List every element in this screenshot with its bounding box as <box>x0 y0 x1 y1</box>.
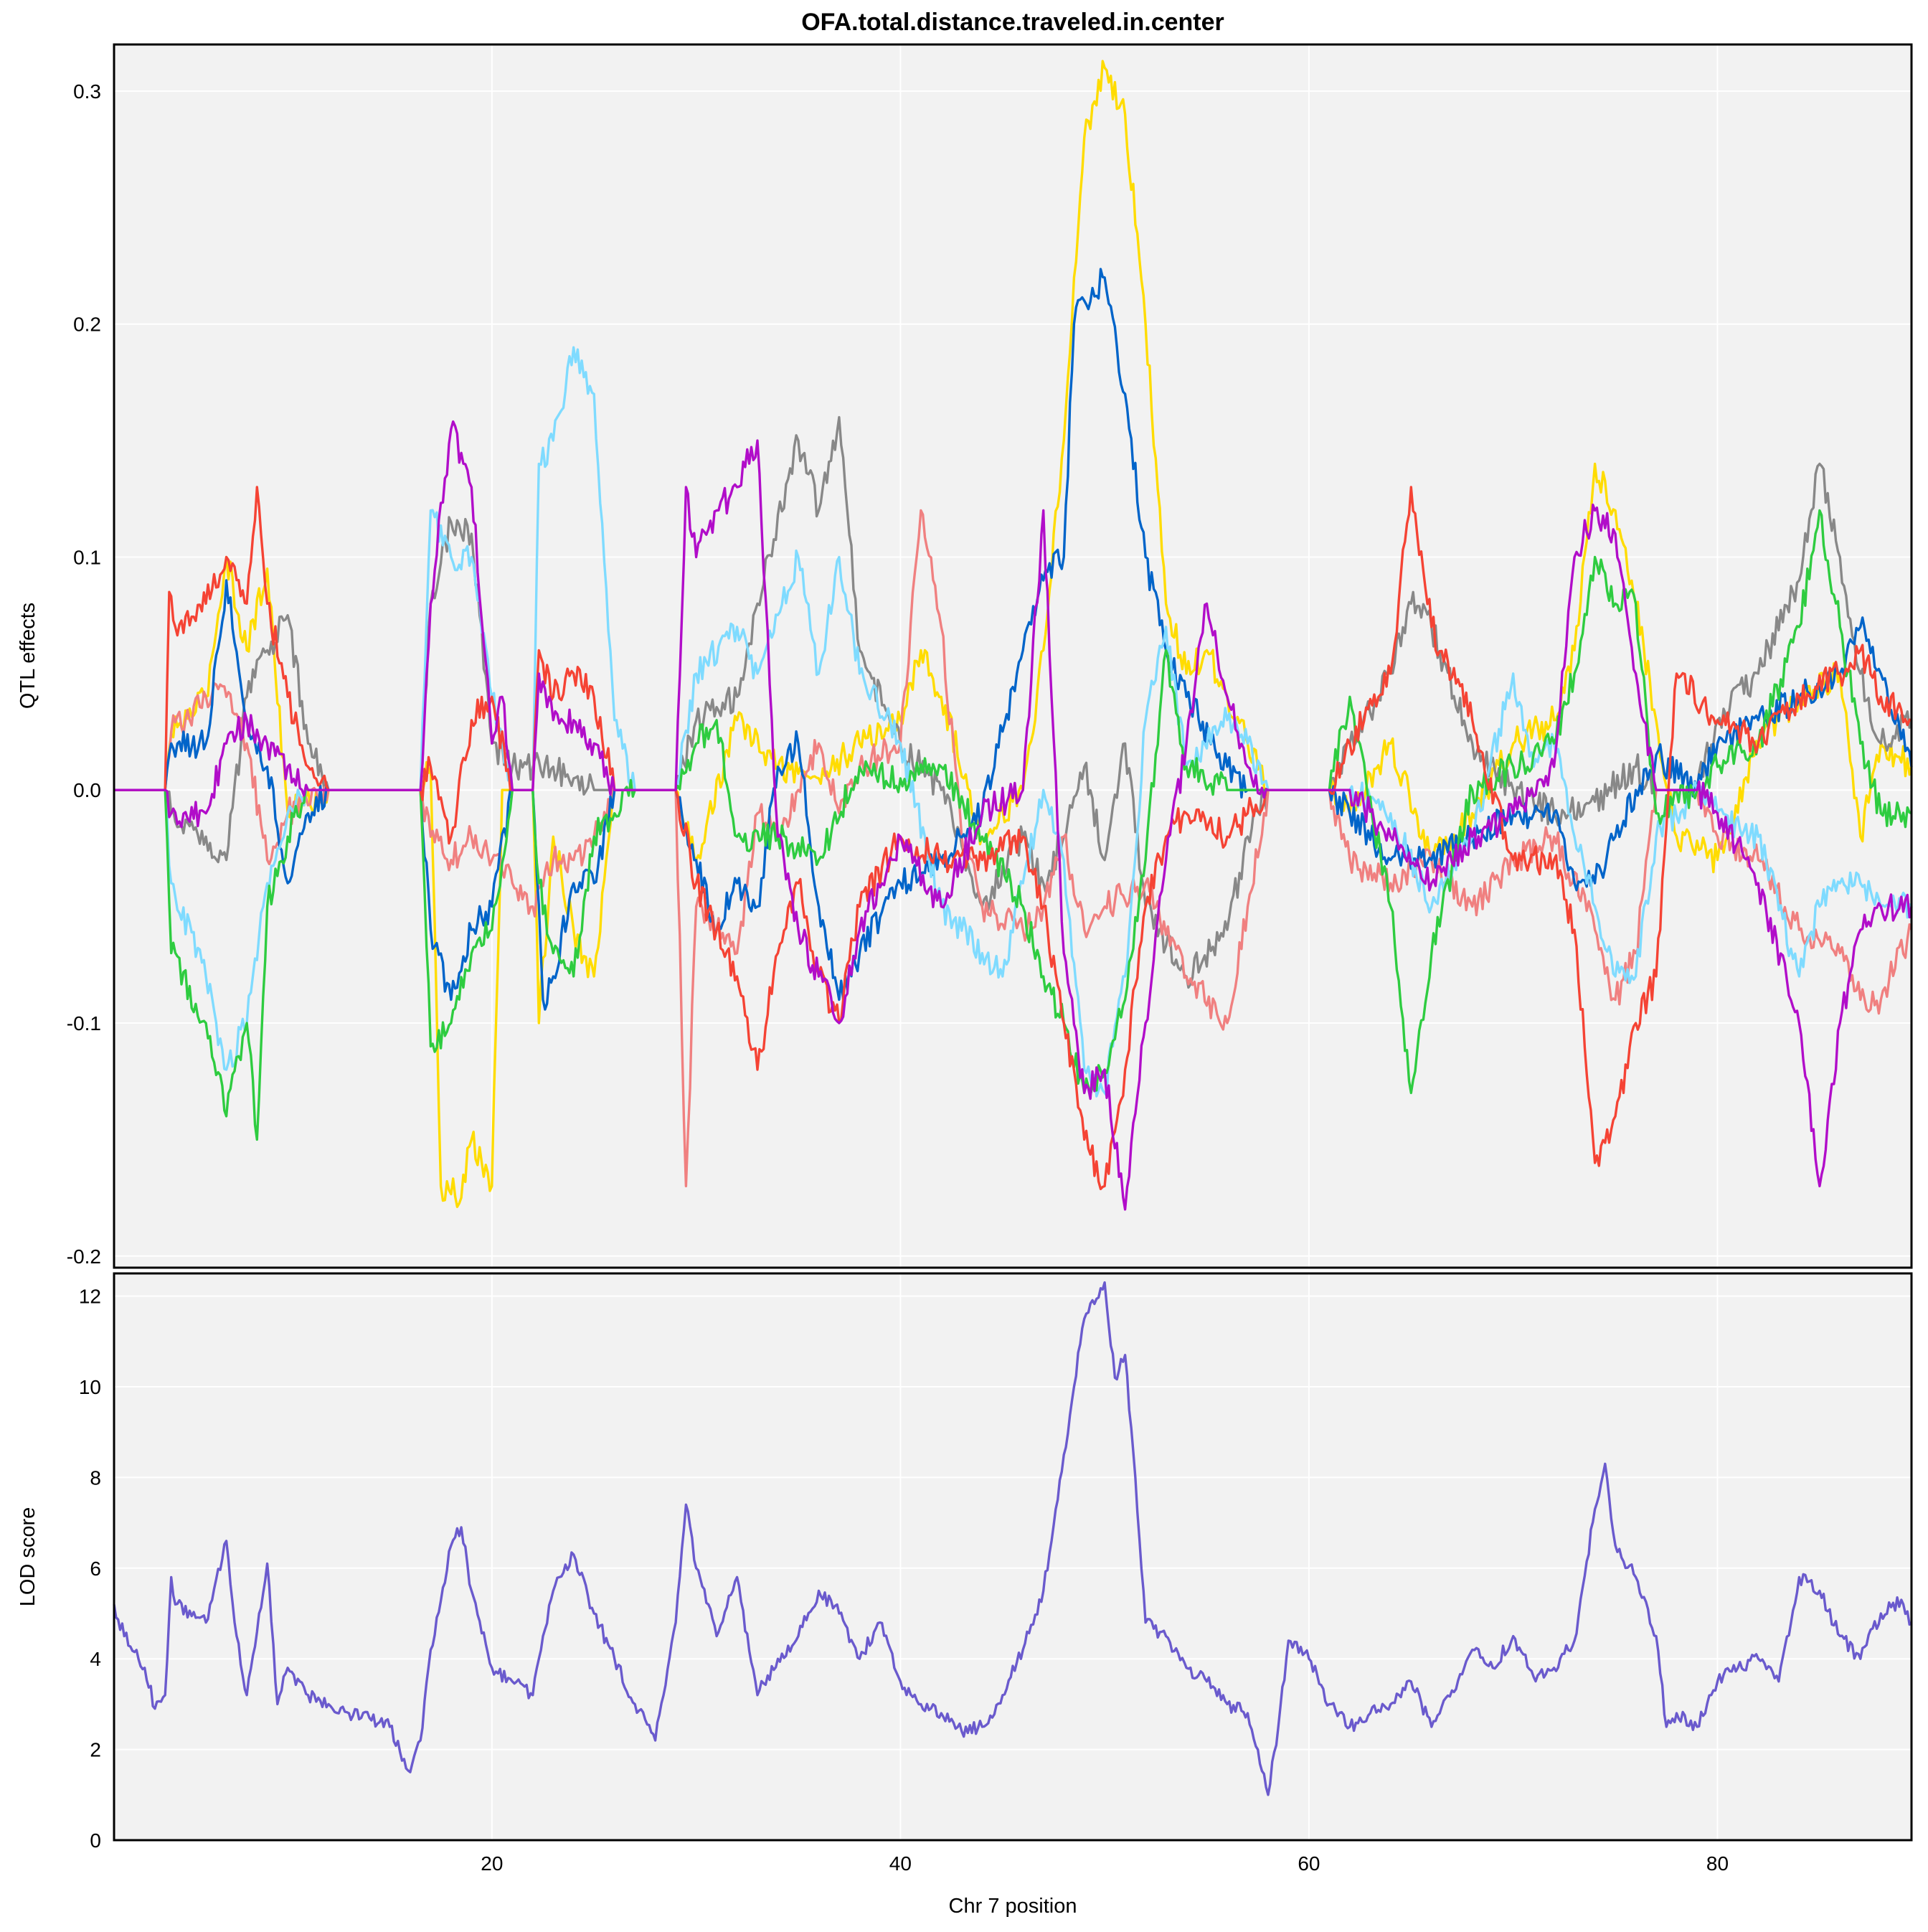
bottom-plot-frame <box>113 1272 1913 1842</box>
chart-title: OFA.total.distance.traveled.in.center <box>801 9 1224 36</box>
top-y-tick-label: -0.1 <box>67 1012 101 1035</box>
bottom-y-tick-label: 12 <box>79 1286 101 1308</box>
top-y-tick-label: 0.2 <box>73 314 101 336</box>
top-y-tick-label: 0.0 <box>73 779 101 801</box>
bottom-y-tick-label: 4 <box>90 1648 101 1670</box>
bottom-series-LOD <box>113 1281 1913 1796</box>
top-series-group <box>114 60 1913 1211</box>
top-y-tick-labels: -0.2 -0.1 0.0 0.1 0.2 0.3 <box>67 80 101 1268</box>
bottom-y-tick-label: 6 <box>90 1558 101 1580</box>
top-y-axis-label: QTL effects <box>16 603 39 709</box>
x-tick-label: 20 <box>481 1852 503 1875</box>
bottom-y-tick-label: 2 <box>90 1739 101 1761</box>
x-tick-label: 40 <box>889 1852 912 1875</box>
bottom-y-tick-label: 10 <box>79 1376 101 1398</box>
bottom-series-group <box>113 1281 1913 1796</box>
top-y-tick-label: -0.2 <box>67 1245 101 1268</box>
x-tick-label: 60 <box>1298 1852 1320 1875</box>
top-y-tick-label: 0.1 <box>73 546 101 568</box>
bottom-y-tick-labels: 0 2 4 6 8 10 12 <box>79 1286 101 1852</box>
bottom-y-axis-label: LOD score <box>16 1507 39 1607</box>
bottom-panel: 0 2 4 6 8 10 12 20 40 60 80 LOD score Chr 7 posit… <box>16 1272 1913 1918</box>
top-series-purple <box>114 420 1913 1211</box>
top-plot-background <box>114 44 1912 1268</box>
bottom-gridlines <box>114 1273 1912 1841</box>
bottom-y-tick-label: 8 <box>90 1466 101 1489</box>
top-panel: -0.2 -0.1 0.0 0.1 0.2 0.3 QTL effects <box>16 43 1913 1269</box>
top-y-tick-label: 0.3 <box>73 80 101 103</box>
top-plot-frame <box>113 43 1913 1269</box>
bottom-plot-background <box>114 1273 1912 1840</box>
x-axis-label: Chr 7 position <box>949 1895 1077 1918</box>
bottom-y-tick-label: 0 <box>90 1829 101 1852</box>
x-tick-label: 80 <box>1706 1852 1729 1875</box>
x-tick-labels: 20 40 60 80 <box>481 1852 1729 1875</box>
